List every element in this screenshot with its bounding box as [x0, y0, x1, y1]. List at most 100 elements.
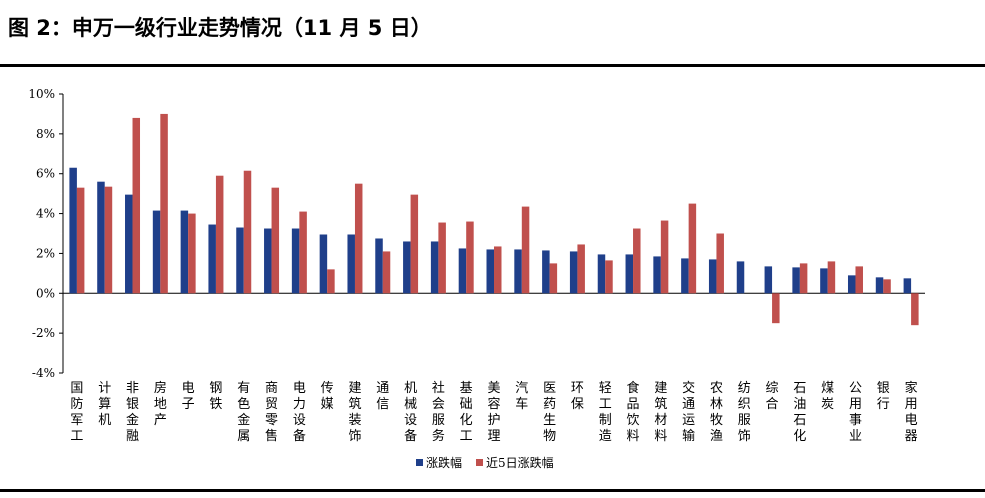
bar-change-5d [354, 183, 363, 294]
bar-change [597, 254, 606, 294]
x-tick-label: 银行 [877, 381, 890, 412]
bar-change-5d [410, 194, 419, 294]
bar-change [625, 254, 634, 294]
x-tick-label: 纺织服饰 [738, 381, 751, 444]
bar-change [375, 238, 383, 294]
x-tick-label: 建筑装饰 [348, 381, 361, 444]
bar-change [903, 278, 912, 294]
bar-change-5d [160, 113, 168, 294]
x-tick-label: 基础化工 [460, 381, 473, 444]
bar-change [875, 277, 884, 294]
x-tick-label: 汽车 [515, 381, 528, 412]
bar-change [319, 234, 328, 294]
bar-change [152, 210, 161, 294]
y-tick-label: 2% [36, 246, 55, 260]
bar-change [569, 251, 578, 294]
x-tick-label: 商贸零售 [265, 381, 278, 444]
y-tick-label: 4% [36, 207, 55, 221]
bottom-rule [0, 489, 985, 492]
legend-label: 涨跌幅 [426, 455, 462, 470]
x-tick-label: 综合 [766, 381, 779, 412]
bar-change-5d [494, 246, 502, 294]
legend: 涨跌幅 近5日涨跌幅 [416, 455, 554, 470]
bar-change [347, 234, 355, 294]
bar-change-5d [104, 186, 113, 294]
bar-change-5d [76, 187, 85, 294]
bar-change [291, 228, 300, 294]
bar-change-5d [438, 222, 446, 294]
bar-change-5d [549, 263, 558, 294]
bar-change-5d [577, 244, 585, 294]
bar-change-5d [772, 293, 780, 324]
bar-change [430, 241, 439, 294]
x-tick-label: 社会服务 [432, 380, 445, 444]
legend-label: 近5日涨跌幅 [486, 455, 554, 470]
top-rule [0, 64, 985, 67]
x-tick-label: 食品饮料 [627, 380, 640, 444]
bar-change-5d [716, 233, 724, 294]
bar-change [708, 259, 717, 294]
bar-change [653, 256, 661, 294]
bar-change-5d [243, 170, 252, 294]
x-tick-label: 电子 [182, 381, 195, 412]
x-tick-label: 通信 [376, 381, 389, 412]
bar-change-5d [911, 293, 919, 326]
bar-change-5d [827, 261, 836, 294]
legend-swatch [476, 459, 483, 466]
bar-change-5d [855, 266, 863, 294]
bar-change-5d [132, 117, 141, 294]
bar-change-5d [382, 251, 391, 294]
x-tick-label: 农林牧渔 [710, 381, 723, 444]
bar-change [820, 268, 828, 294]
x-tick-label: 环保 [571, 381, 584, 412]
bar-change [403, 241, 411, 294]
bar-change-5d [466, 221, 474, 294]
bar-change [764, 266, 773, 294]
x-tick-label: 煤炭 [821, 381, 834, 412]
x-tick-label: 建筑材料 [654, 381, 667, 444]
y-tick-label: -4% [32, 366, 55, 380]
x-tick-label: 轻工制造 [599, 381, 612, 444]
bar-change-5d [299, 211, 307, 294]
x-tick-label: 机械设备 [404, 381, 417, 444]
bar-change-5d [188, 213, 196, 294]
bar-change [97, 181, 105, 294]
x-tick-label: 交通运输 [682, 380, 695, 444]
bar-change-5d [521, 206, 530, 294]
x-tick-label: 电力设备 [293, 381, 306, 444]
bar-change [180, 210, 189, 294]
bar-change [125, 194, 133, 294]
x-tick-label: 有色金属 [237, 381, 250, 444]
x-tick-label: 国防军工 [70, 381, 83, 444]
bar-change-5d [215, 175, 224, 294]
y-tick-label: 6% [36, 167, 55, 181]
x-tick-label: 医药生物 [543, 381, 556, 444]
bar-change [792, 267, 800, 294]
bar-change-5d [633, 228, 641, 294]
x-tick-label: 钢铁 [209, 381, 222, 412]
bar-change-5d [605, 260, 613, 294]
y-tick-label: -2% [32, 326, 55, 340]
bar-change [736, 261, 745, 294]
bar-change [847, 275, 856, 294]
bar-change-5d [799, 263, 808, 294]
bar-change [69, 167, 77, 294]
bar-change-5d [327, 269, 335, 294]
x-tick-label: 石油石化 [793, 381, 806, 444]
legend-swatch [416, 459, 423, 466]
bar-change [264, 228, 272, 294]
x-tick-label: 非银金融 [126, 381, 139, 444]
bar-change-5d [271, 187, 280, 294]
figure-title: 图 2：申万一级行业走势情况（11 月 5 日） [8, 16, 432, 40]
y-tick-label: 0% [36, 286, 55, 300]
x-tick-label: 计算机 [98, 381, 111, 428]
bar-change [514, 249, 522, 294]
x-tick-label: 美容护理 [487, 381, 500, 444]
x-tick-label: 家用电器 [905, 380, 918, 444]
bar-change-5d [660, 220, 669, 294]
bar-change [542, 250, 550, 294]
bar-change [236, 227, 244, 294]
bar-change [458, 248, 467, 294]
